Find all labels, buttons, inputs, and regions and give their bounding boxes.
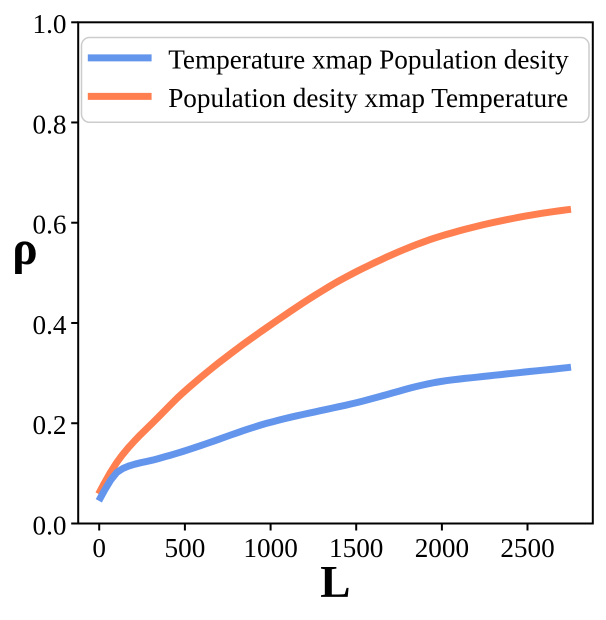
svg-text:2000: 2000: [415, 533, 469, 563]
svg-text:500: 500: [165, 533, 206, 563]
svg-text:0.0: 0.0: [33, 510, 67, 540]
svg-text:0.8: 0.8: [33, 109, 67, 139]
svg-text:0.2: 0.2: [33, 410, 67, 440]
svg-text:L: L: [320, 557, 350, 607]
svg-text:Population desity xmap Tempera: Population desity xmap Temperature: [168, 83, 568, 113]
svg-text:1.0: 1.0: [33, 9, 67, 39]
svg-text:1500: 1500: [329, 533, 383, 563]
svg-text:1000: 1000: [243, 533, 297, 563]
svg-text:0.4: 0.4: [33, 310, 67, 340]
svg-text:2500: 2500: [500, 533, 554, 563]
svg-text:0: 0: [92, 533, 106, 563]
svg-text:Temperature xmap Population de: Temperature xmap Population desity: [168, 45, 569, 75]
svg-text:0.6: 0.6: [33, 210, 67, 240]
svg-text:ρ: ρ: [12, 223, 37, 275]
